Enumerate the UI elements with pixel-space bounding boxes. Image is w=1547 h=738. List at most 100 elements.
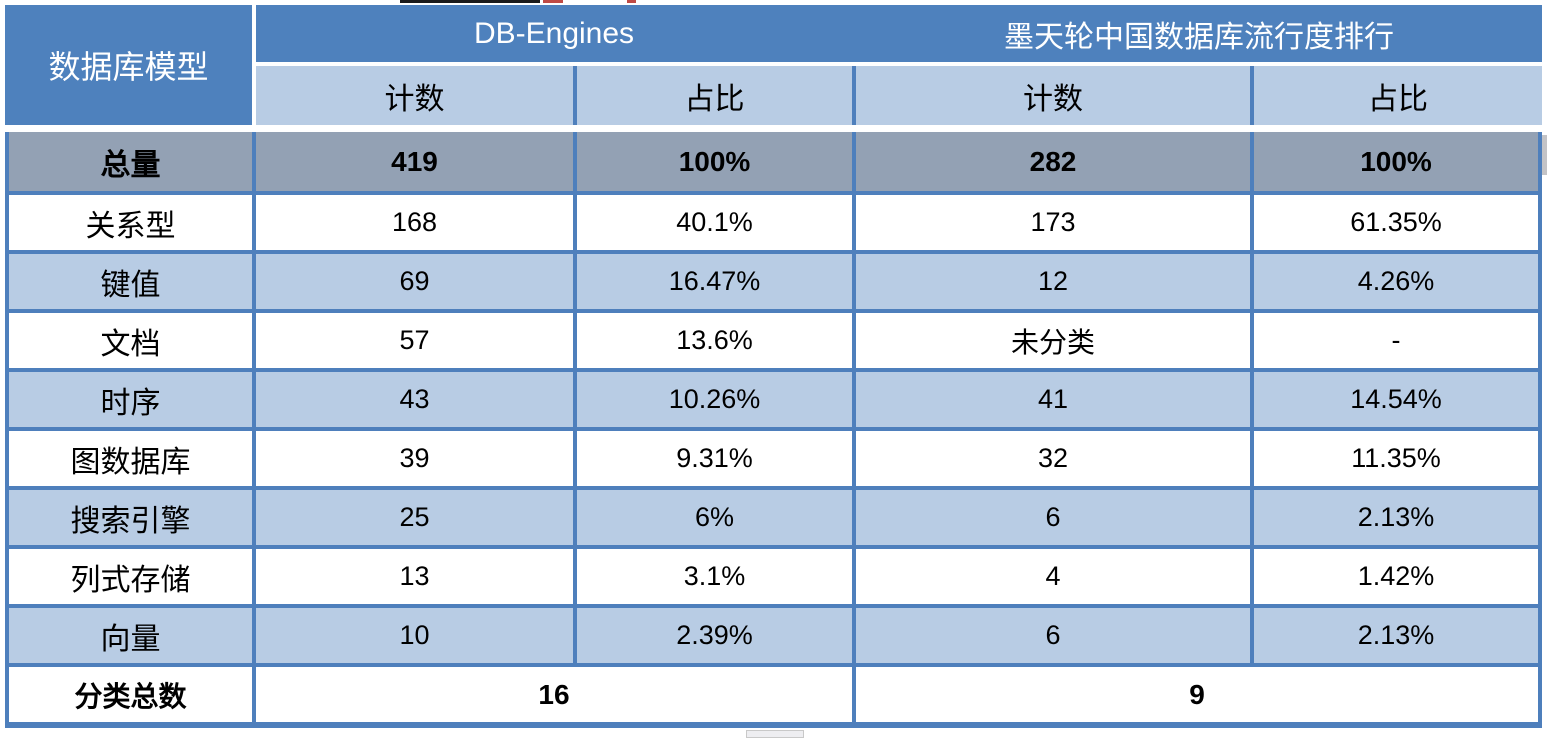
table-row: 搜索引擎 25 6% 6 2.13% bbox=[5, 490, 1542, 545]
column-divider bbox=[852, 254, 856, 309]
column-divider bbox=[852, 431, 856, 486]
row-label: 分类总数 bbox=[9, 667, 252, 722]
group-header-row: DB-Engines 墨天轮中国数据库流行度排行 bbox=[256, 5, 1542, 62]
table-right-border bbox=[1538, 313, 1542, 368]
column-divider bbox=[852, 372, 856, 427]
row-divider bbox=[5, 368, 1542, 372]
row-label: 列式存储 bbox=[9, 549, 252, 604]
row-divider bbox=[5, 486, 1542, 490]
column-divider bbox=[573, 66, 577, 125]
row-divider bbox=[5, 191, 1542, 195]
database-model-table: 数据库模型 DB-Engines 墨天轮中国数据库流行度排行 计数 占比 计数 bbox=[5, 5, 1542, 728]
db-category-total: 16 bbox=[256, 667, 852, 722]
sub-header-db-share: 占比 bbox=[577, 66, 852, 125]
table-row: 键值 69 16.47% 12 4.26% bbox=[5, 254, 1542, 309]
mtl-share-value: 2.13% bbox=[1254, 608, 1538, 663]
column-divider bbox=[1250, 195, 1254, 250]
table-right-border bbox=[1538, 490, 1542, 545]
column-divider bbox=[573, 254, 577, 309]
column-divider bbox=[573, 313, 577, 368]
column-divider bbox=[573, 195, 577, 250]
column-divider bbox=[252, 667, 256, 722]
table-row-total: 总量 419 100% 282 100% bbox=[5, 132, 1542, 191]
db-share-value: 16.47% bbox=[577, 254, 852, 309]
column-divider bbox=[573, 132, 577, 191]
cropped-red-text-artifact bbox=[543, 0, 563, 3]
db-share-value: 6% bbox=[577, 490, 852, 545]
table-row: 文档 57 13.6% 未分类 - bbox=[5, 313, 1542, 368]
mtl-share-value: 100% bbox=[1254, 132, 1538, 191]
column-divider bbox=[852, 132, 856, 191]
scrollbar-thumb-artifact[interactable] bbox=[746, 730, 804, 738]
table-left-border bbox=[5, 490, 9, 545]
column-divider bbox=[852, 313, 856, 368]
sub-header-row: 计数 占比 计数 占比 bbox=[256, 66, 1542, 125]
mtl-share-value: - bbox=[1254, 313, 1538, 368]
column-divider bbox=[573, 372, 577, 427]
mtl-share-value: 4.26% bbox=[1254, 254, 1538, 309]
mtl-count-value: 282 bbox=[856, 132, 1250, 191]
table-left-border bbox=[5, 132, 9, 191]
table-right-border bbox=[1538, 195, 1542, 250]
table-left-border bbox=[5, 549, 9, 604]
table-right-border bbox=[1538, 132, 1542, 191]
db-count-value: 57 bbox=[256, 313, 573, 368]
column-divider bbox=[1250, 66, 1254, 125]
corner-header-label: 数据库模型 bbox=[48, 49, 209, 85]
column-divider bbox=[1250, 490, 1254, 545]
row-label: 关系型 bbox=[9, 195, 252, 250]
table-row: 列式存储 13 3.1% 4 1.42% bbox=[5, 549, 1542, 604]
row-label: 图数据库 bbox=[9, 431, 252, 486]
mtl-count-value: 6 bbox=[856, 490, 1250, 545]
column-divider bbox=[852, 667, 856, 722]
table-right-border bbox=[1538, 431, 1542, 486]
column-divider bbox=[252, 195, 256, 250]
row-divider bbox=[5, 309, 1542, 313]
table-row: 图数据库 39 9.31% 32 11.35% bbox=[5, 431, 1542, 486]
column-divider bbox=[852, 608, 856, 663]
column-divider bbox=[852, 490, 856, 545]
header-body-gap bbox=[5, 125, 1542, 132]
row-label: 文档 bbox=[9, 313, 252, 368]
table-row: 关系型 168 40.1% 173 61.35% bbox=[5, 195, 1542, 250]
column-divider bbox=[1250, 372, 1254, 427]
table-left-border bbox=[5, 254, 9, 309]
column-divider bbox=[1250, 608, 1254, 663]
group-header-separator bbox=[852, 5, 856, 62]
row-label: 总量 bbox=[9, 132, 252, 191]
table-right-border bbox=[1538, 608, 1542, 663]
db-share-value: 10.26% bbox=[577, 372, 852, 427]
mtl-share-value: 14.54% bbox=[1254, 372, 1538, 427]
group-header-db-engines: DB-Engines bbox=[473, 16, 635, 50]
mtl-count-value: 41 bbox=[856, 372, 1250, 427]
row-label: 搜索引擎 bbox=[9, 490, 252, 545]
table-right-border bbox=[1538, 549, 1542, 604]
db-count-value: 39 bbox=[256, 431, 573, 486]
column-divider bbox=[252, 372, 256, 427]
mtl-category-total: 9 bbox=[856, 667, 1538, 722]
mtl-share-value: 2.13% bbox=[1254, 490, 1538, 545]
sub-header-db-count: 计数 bbox=[256, 66, 573, 125]
column-divider bbox=[852, 66, 856, 125]
cropped-red-text-artifact bbox=[627, 0, 636, 3]
db-share-value: 100% bbox=[577, 132, 852, 191]
header-right-block: DB-Engines 墨天轮中国数据库流行度排行 计数 占比 计数 占比 bbox=[256, 5, 1542, 125]
column-divider bbox=[573, 431, 577, 486]
row-divider bbox=[5, 427, 1542, 431]
table-left-border bbox=[5, 372, 9, 427]
gray-tab-artifact bbox=[1542, 135, 1547, 175]
column-divider bbox=[852, 549, 856, 604]
table-row: 时序 43 10.26% 41 14.54% bbox=[5, 372, 1542, 427]
mtl-count-value: 未分类 bbox=[856, 313, 1250, 368]
table-left-border bbox=[5, 313, 9, 368]
column-divider bbox=[252, 608, 256, 663]
db-share-value: 40.1% bbox=[577, 195, 852, 250]
row-divider bbox=[5, 545, 1542, 549]
column-divider bbox=[1250, 549, 1254, 604]
column-divider bbox=[1250, 254, 1254, 309]
mtl-count-value: 173 bbox=[856, 195, 1250, 250]
table-right-border bbox=[1538, 254, 1542, 309]
mtl-share-value: 61.35% bbox=[1254, 195, 1538, 250]
db-share-value: 13.6% bbox=[577, 313, 852, 368]
